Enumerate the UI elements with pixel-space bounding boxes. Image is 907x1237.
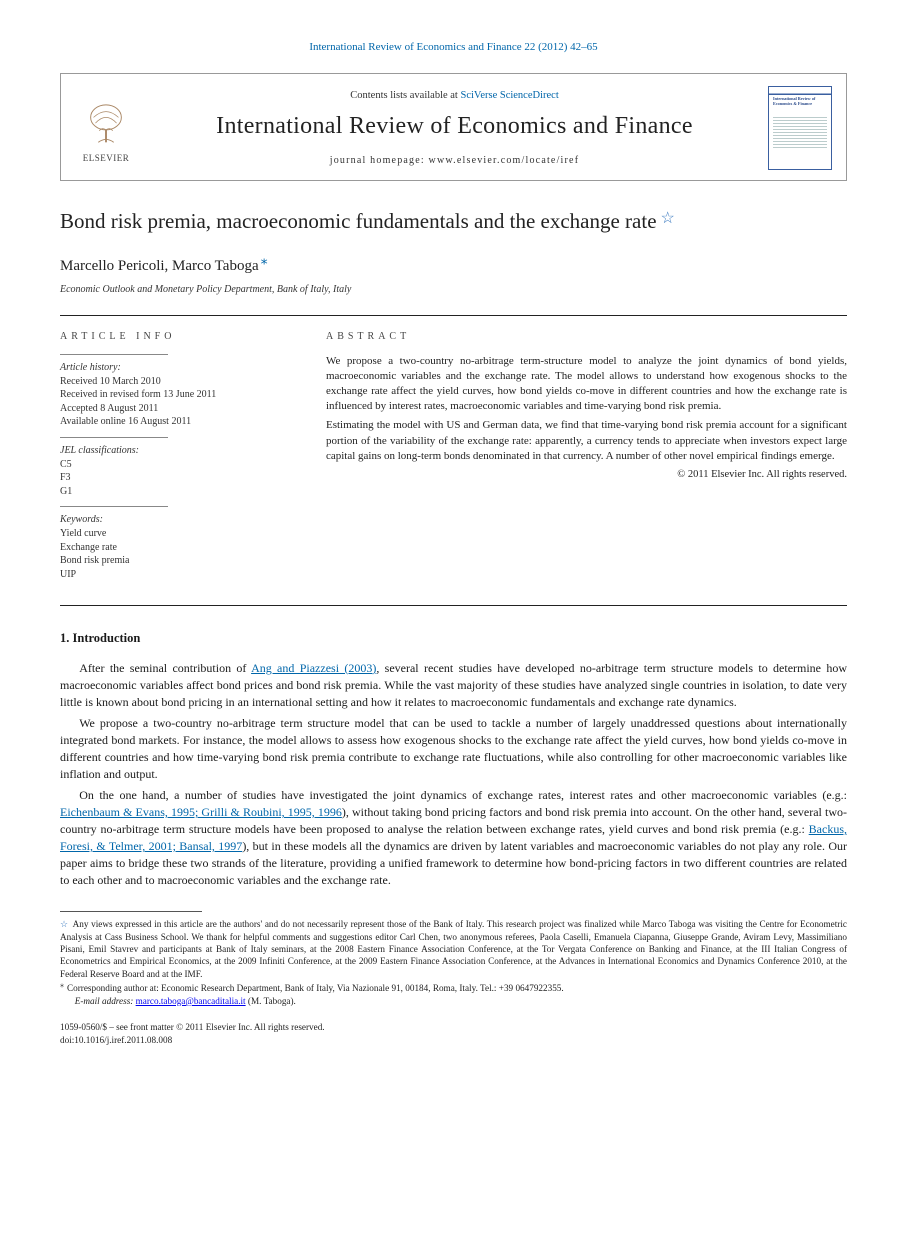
abstract-p2: Estimating the model with US and German … [326, 418, 847, 464]
contents-available-line: Contents lists available at SciVerse Sci… [151, 89, 758, 104]
abstract-p1: We propose a two-country no-arbitrage te… [326, 354, 847, 415]
footnote-corr-text: Corresponding author at: Economic Resear… [67, 983, 564, 993]
keyword: Bond risk premia [60, 554, 286, 568]
contents-prefix: Contents lists available at [350, 90, 460, 101]
article-info-column: ARTICLE INFO Article history: Received 1… [60, 330, 304, 590]
citation-link-eichenbaum-grilli[interactable]: Eichenbaum & Evans, 1995; Grilli & Roubi… [60, 805, 342, 819]
abstract-body: We propose a two-country no-arbitrage te… [326, 354, 847, 464]
email-attribution: (M. Taboga). [248, 996, 296, 1006]
journal-name: International Review of Economics and Fi… [151, 110, 758, 144]
doi-line: doi:10.1016/j.iref.2011.08.008 [60, 1034, 847, 1046]
email-label: E-mail address: [75, 996, 134, 1006]
history-line: Received 10 March 2010 [60, 375, 286, 389]
article-history-block: Article history: Received 10 March 2010 … [60, 361, 286, 429]
keyword: UIP [60, 568, 286, 582]
intro-paragraph-2: We propose a two-country no-arbitrage te… [60, 715, 847, 783]
affiliation: Economic Outlook and Monetary Policy Dep… [60, 283, 847, 297]
abstract-heading: ABSTRACT [326, 330, 847, 344]
info-rule-3 [60, 506, 168, 507]
running-citation: International Review of Economics and Fi… [60, 40, 847, 55]
email-link[interactable]: marco.taboga@bancaditalia.it [136, 996, 246, 1006]
footnote-rule [60, 911, 202, 912]
journal-homepage-line: journal homepage: www.elsevier.com/locat… [151, 154, 758, 168]
history-line: Received in revised form 13 June 2011 [60, 388, 286, 402]
issn-frontmatter-line: 1059-0560/$ – see front matter © 2011 El… [60, 1021, 847, 1033]
info-rule-2 [60, 437, 168, 438]
jel-code: C5 [60, 458, 286, 472]
journal-header-box: ELSEVIER Contents lists available at Sci… [60, 73, 847, 181]
footnote-email: E-mail address: marco.taboga@bancaditali… [60, 995, 847, 1007]
title-footnote-star-icon[interactable]: ☆ [661, 210, 675, 227]
footnote-corresponding: ⁎Corresponding author at: Economic Resea… [60, 980, 847, 994]
article-title-row: Bond risk premia, macroeconomic fundamen… [60, 207, 847, 236]
cover-title-text: International Review of Economics & Fina… [773, 97, 827, 106]
footnote-star-icon: ☆ [60, 919, 69, 929]
author-list: Marcello Pericoli, Marco Taboga⁎ [60, 251, 847, 277]
intro-p3a: On the one hand, a number of studies hav… [79, 788, 847, 802]
history-line: Available online 16 August 2011 [60, 415, 286, 429]
front-matter-meta: 1059-0560/$ – see front matter © 2011 El… [60, 1021, 847, 1046]
header-center: Contents lists available at SciVerse Sci… [151, 89, 758, 167]
jel-block: JEL classifications: C5 F3 G1 [60, 444, 286, 499]
article-title: Bond risk premia, macroeconomic fundamen… [60, 209, 657, 233]
keyword: Yield curve [60, 527, 286, 541]
keywords-block: Keywords: Yield curve Exchange rate Bond… [60, 513, 286, 581]
info-rule-1 [60, 354, 168, 355]
authors-text: Marcello Pericoli, Marco Taboga [60, 258, 259, 274]
sciencedirect-link[interactable]: SciVerse ScienceDirect [460, 90, 558, 101]
footnote-star: ☆Any views expressed in this article are… [60, 918, 847, 980]
jel-code: G1 [60, 485, 286, 499]
section-heading-intro: 1. Introduction [60, 630, 847, 648]
history-line: Accepted 8 August 2011 [60, 402, 286, 416]
elsevier-wordmark: ELSEVIER [83, 152, 130, 165]
intro-p1a: After the seminal contribution of [79, 661, 251, 675]
footnote-star-text: Any views expressed in this article are … [60, 919, 847, 979]
elsevier-logo: ELSEVIER [75, 92, 137, 164]
jel-label: JEL classifications: [60, 444, 286, 458]
abstract-copyright: © 2011 Elsevier Inc. All rights reserved… [326, 468, 847, 483]
keywords-label: Keywords: [60, 513, 286, 527]
footnote-corr-mark-icon: ⁎ [60, 980, 64, 989]
keyword: Exchange rate [60, 541, 286, 555]
corresponding-author-mark-icon[interactable]: ⁎ [261, 253, 268, 268]
article-info-heading: ARTICLE INFO [60, 330, 286, 344]
info-abstract-row: ARTICLE INFO Article history: Received 1… [60, 315, 847, 607]
history-label: Article history: [60, 361, 286, 375]
elsevier-tree-icon [82, 102, 130, 150]
jel-code: F3 [60, 471, 286, 485]
citation-link-ang-piazzesi[interactable]: Ang and Piazzesi (2003) [251, 661, 376, 675]
journal-cover-thumbnail: International Review of Economics & Fina… [768, 86, 832, 170]
intro-paragraph-3: On the one hand, a number of studies hav… [60, 787, 847, 889]
abstract-column: ABSTRACT We propose a two-country no-arb… [304, 330, 847, 590]
intro-paragraph-1: After the seminal contribution of Ang an… [60, 660, 847, 711]
